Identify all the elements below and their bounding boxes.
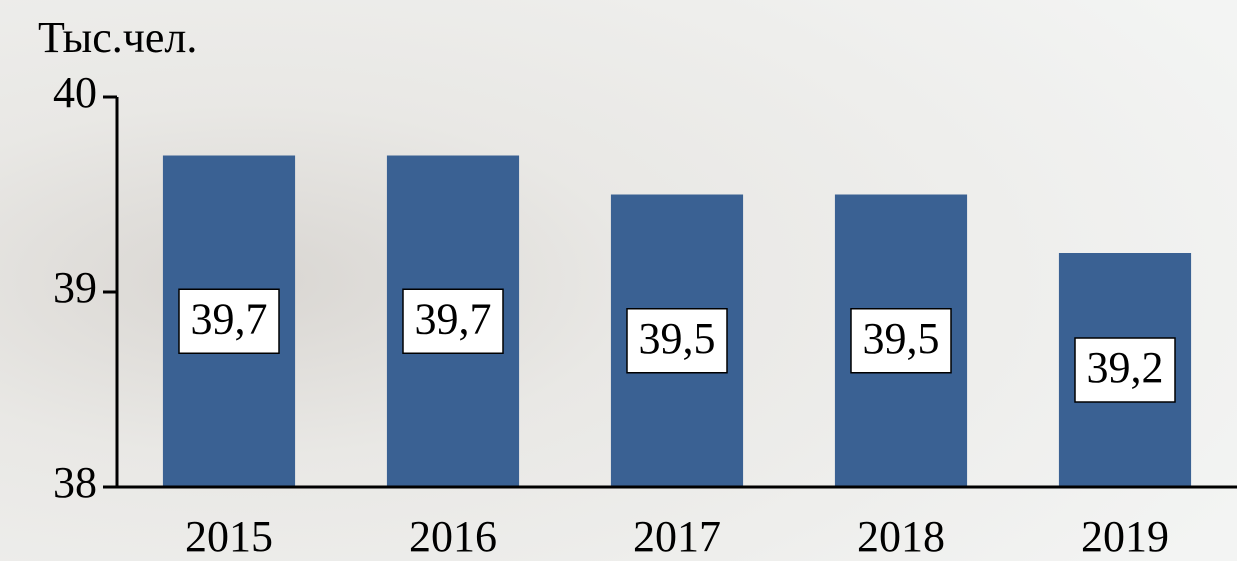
value-label-box [1074, 337, 1176, 403]
value-label-box [402, 288, 504, 354]
value-label: 39,5 [863, 314, 940, 363]
value-label: 39,7 [191, 294, 268, 343]
value-label-box [850, 308, 952, 374]
x-tick-label: 2017 [633, 512, 721, 561]
x-tick-label: 2019 [1081, 512, 1169, 561]
y-tick-label: 39 [53, 263, 97, 312]
value-label-box [178, 288, 280, 354]
value-label-box [626, 308, 728, 374]
x-tick-label: 2015 [185, 512, 273, 561]
y-tick-label: 38 [53, 458, 97, 507]
value-label: 39,5 [639, 314, 716, 363]
y-tick-label: 40 [53, 68, 97, 117]
y-axis-label: Тыс.чел. [38, 13, 197, 62]
value-label: 39,2 [1087, 343, 1164, 392]
x-tick-label: 2016 [409, 512, 497, 561]
x-tick-label: 2018 [857, 512, 945, 561]
value-label: 39,7 [415, 294, 492, 343]
